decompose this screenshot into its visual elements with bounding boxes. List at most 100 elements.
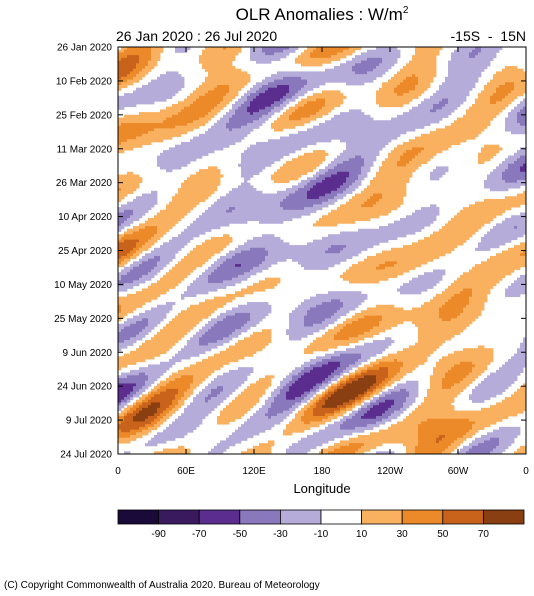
anomaly-cell <box>442 101 446 105</box>
anomaly-cell <box>169 122 173 127</box>
anomaly-cell <box>508 114 512 118</box>
anomaly-cell <box>175 144 179 148</box>
anomaly-cell <box>193 109 197 113</box>
anomaly-cell <box>397 49 401 53</box>
anomaly-cell <box>253 155 257 159</box>
anomaly-cell <box>328 76 332 80</box>
anomaly-cell <box>130 122 134 127</box>
anomaly-cell <box>235 196 239 200</box>
anomaly-cell <box>370 122 374 127</box>
anomaly-cell <box>319 136 323 140</box>
anomaly-cell <box>481 103 485 108</box>
anomaly-cell <box>298 144 302 148</box>
anomaly-cell <box>310 133 314 137</box>
anomaly-cell <box>151 198 155 203</box>
anomaly-cell <box>508 95 512 99</box>
anomaly-cell <box>373 76 377 80</box>
anomaly-cell <box>460 74 464 78</box>
anomaly-cell <box>139 177 143 181</box>
anomaly-cell <box>301 131 305 135</box>
anomaly-cell <box>310 101 314 105</box>
anomaly-cell <box>424 160 428 165</box>
anomaly-cell <box>268 193 272 197</box>
anomaly-cell <box>118 106 122 110</box>
anomaly-cell <box>394 155 398 159</box>
anomaly-cell <box>202 106 206 110</box>
anomaly-cell <box>469 136 473 140</box>
anomaly-cell <box>130 101 134 105</box>
anomaly-cell <box>292 163 296 167</box>
anomaly-cell <box>256 160 260 165</box>
anomaly-cell <box>475 133 479 137</box>
anomaly-cell <box>226 52 230 56</box>
anomaly-cell <box>424 65 428 70</box>
anomaly-cell <box>217 169 221 173</box>
anomaly-cell <box>502 103 506 108</box>
anomaly-cell <box>517 90 521 94</box>
anomaly-cell <box>310 55 314 59</box>
anomaly-cell <box>208 144 212 148</box>
anomaly-cell <box>439 150 443 154</box>
anomaly-cell <box>352 171 356 175</box>
anomaly-cell <box>514 82 518 86</box>
anomaly-cell <box>496 76 500 80</box>
anomaly-cell <box>346 112 350 116</box>
anomaly-cell <box>400 93 404 97</box>
anomaly-cell <box>295 109 299 113</box>
anomaly-cell <box>226 79 230 83</box>
anomaly-cell <box>400 150 404 154</box>
anomaly-cell <box>409 68 413 72</box>
anomaly-cell <box>511 117 515 121</box>
anomaly-cell <box>523 128 527 132</box>
anomaly-cell <box>448 109 452 113</box>
anomaly-cell <box>232 93 236 97</box>
anomaly-cell <box>343 47 347 51</box>
anomaly-cell <box>376 98 380 102</box>
anomaly-cell <box>211 98 215 102</box>
anomaly-cell <box>313 182 317 186</box>
anomaly-cell <box>454 68 458 72</box>
anomaly-cell <box>427 106 431 110</box>
anomaly-cell <box>256 163 260 167</box>
anomaly-cell <box>448 63 452 67</box>
anomaly-cell <box>511 185 515 189</box>
anomaly-cell <box>166 125 170 129</box>
anomaly-cell <box>253 98 257 102</box>
anomaly-cell <box>190 152 194 156</box>
anomaly-cell <box>334 158 338 162</box>
anomaly-cell <box>466 131 470 135</box>
anomaly-cell <box>511 171 515 175</box>
anomaly-cell <box>511 160 515 165</box>
anomaly-cell <box>253 114 257 118</box>
anomaly-cell <box>412 117 416 121</box>
anomaly-cell <box>169 125 173 129</box>
anomaly-cell <box>403 82 407 86</box>
anomaly-cell <box>373 122 377 127</box>
anomaly-cell <box>418 125 422 129</box>
anomaly-cell <box>352 71 356 75</box>
anomaly-cell <box>409 141 413 146</box>
anomaly-cell <box>175 163 179 167</box>
anomaly-cell <box>445 139 449 143</box>
anomaly-cell <box>379 103 383 108</box>
anomaly-cell <box>514 114 518 118</box>
anomaly-cell <box>214 101 218 105</box>
anomaly-cell <box>466 71 470 75</box>
anomaly-cell <box>442 133 446 137</box>
anomaly-cell <box>232 190 236 194</box>
anomaly-cell <box>448 60 452 64</box>
anomaly-cell <box>202 122 206 127</box>
anomaly-cell <box>439 174 443 178</box>
anomaly-cell <box>235 139 239 143</box>
anomaly-cell <box>466 120 470 124</box>
anomaly-cell <box>331 131 335 135</box>
anomaly-cell <box>253 90 257 94</box>
anomaly-cell <box>127 63 131 67</box>
anomaly-cell <box>178 117 182 121</box>
anomaly-cell <box>235 71 239 75</box>
anomaly-cell <box>301 169 305 173</box>
anomaly-cell <box>145 55 149 59</box>
anomaly-cell <box>232 188 236 192</box>
anomaly-cell <box>427 65 431 70</box>
anomaly-cell <box>358 71 362 75</box>
